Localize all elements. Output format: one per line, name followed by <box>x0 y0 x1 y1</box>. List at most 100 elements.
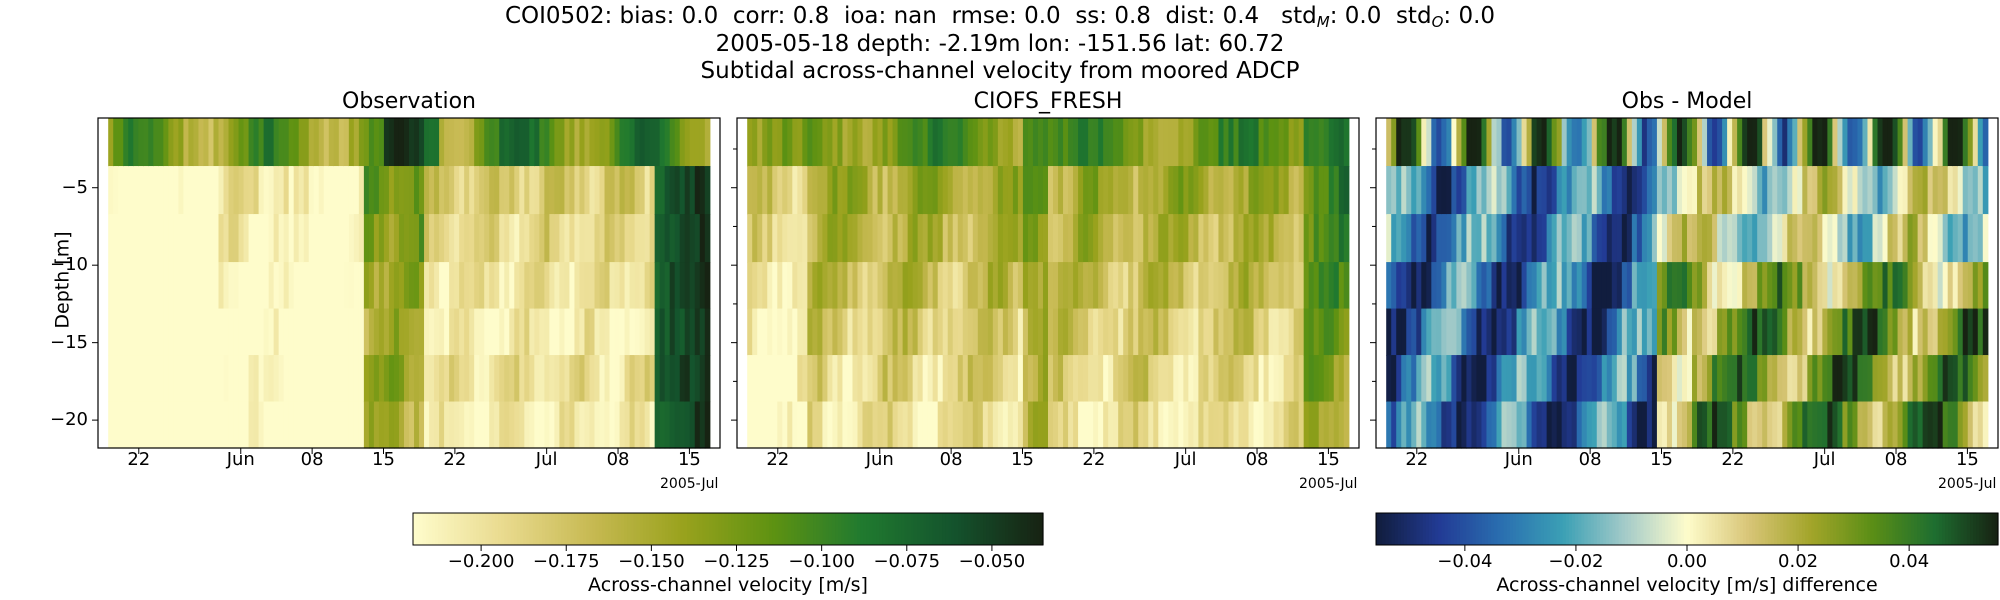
heatmap-cell <box>143 166 149 215</box>
heatmap-cell <box>907 118 914 167</box>
heatmap-cell <box>1666 118 1673 167</box>
heatmap-cell <box>1952 214 1959 263</box>
heatmap-cell <box>1037 118 1044 167</box>
heatmap-cell <box>253 401 260 449</box>
heatmap-cell <box>1098 262 1104 310</box>
heatmap-cell <box>1426 214 1432 263</box>
heatmap-cell <box>767 262 773 310</box>
heatmap-cell <box>1897 166 1904 215</box>
heatmap-cell <box>514 166 520 215</box>
heatmap-cell <box>1446 262 1452 310</box>
x-year-label: 2005-Jul <box>1938 476 1997 492</box>
heatmap-cell <box>1671 166 1678 215</box>
heatmap-cell <box>1666 166 1673 215</box>
heatmap-cell <box>133 118 139 167</box>
colorbar-step <box>627 513 631 545</box>
heatmap-cell <box>1223 308 1230 356</box>
heatmap-cell <box>218 308 225 356</box>
heatmap-cell <box>1386 214 1392 263</box>
heatmap-cell <box>1977 308 1984 356</box>
colorbar-step <box>1487 513 1492 545</box>
heatmap-cell <box>549 214 555 263</box>
heatmap-cell <box>847 355 854 403</box>
heatmap-cell <box>1962 355 1969 403</box>
heatmap-cell <box>624 214 631 263</box>
colorbar-step <box>1845 513 1850 545</box>
heatmap-cell <box>1017 214 1024 263</box>
colorbar-step <box>838 513 842 545</box>
heatmap-cell <box>1762 214 1768 263</box>
heatmap-cell <box>574 118 581 167</box>
heatmap-cell <box>1308 401 1315 449</box>
heatmap-cell <box>1243 118 1250 167</box>
colorbar-step <box>1690 513 1694 545</box>
colorbar-step <box>532 513 537 545</box>
heatmap-cell <box>113 118 119 167</box>
heatmap-cell <box>1877 118 1884 167</box>
heatmap-cell <box>807 401 813 449</box>
heatmap-cell <box>1892 355 1899 403</box>
heatmap-cell <box>559 355 566 403</box>
heatmap-cell <box>1591 355 1598 403</box>
heatmap-cell <box>388 214 395 263</box>
heatmap-cell <box>947 355 954 403</box>
heatmap-cell <box>203 166 210 215</box>
std-obs-label: std <box>1395 3 1432 29</box>
heatmap-cell <box>1827 166 1833 215</box>
heatmap-cell <box>1606 166 1613 215</box>
heatmap-cell <box>817 401 823 449</box>
colorbar-step <box>1683 513 1688 545</box>
heatmap-cell <box>414 214 420 263</box>
heatmap-cell <box>1882 262 1889 310</box>
heatmap-cell <box>1977 166 1984 215</box>
heatmap-cell <box>1712 262 1718 310</box>
colorbar-step <box>1914 513 1918 545</box>
heatmap-cell <box>459 166 465 215</box>
heatmap-cell <box>822 262 829 310</box>
heatmap-cell <box>1318 308 1325 356</box>
heatmap-cell <box>1098 401 1104 449</box>
heatmap-cell <box>248 308 255 356</box>
heatmap-cell <box>158 401 164 449</box>
colorbar-step <box>435 513 439 545</box>
heatmap-cell <box>424 355 430 403</box>
heatmap-cell <box>1561 308 1568 356</box>
heatmap-cell <box>298 401 305 449</box>
heatmap-cell <box>444 401 450 449</box>
heatmap-cell <box>907 262 914 310</box>
heatmap-cell <box>1401 401 1407 449</box>
heatmap-cell <box>243 118 250 167</box>
heatmap-cell <box>787 355 793 403</box>
heatmap-cell <box>1313 166 1320 215</box>
heatmap-cell <box>1551 214 1558 263</box>
heatmap-cell <box>1596 401 1603 449</box>
heatmap-cell <box>1391 118 1397 167</box>
heatmap-cell <box>1837 262 1844 310</box>
heatmap-cell <box>173 308 179 356</box>
heatmap-cell <box>757 308 763 356</box>
heatmap-cell <box>609 355 616 403</box>
heatmap-cell <box>947 166 954 215</box>
heatmap-cell <box>1912 118 1919 167</box>
heatmap-cell <box>243 214 250 263</box>
heatmap-cell <box>1002 308 1009 356</box>
heatmap-cell <box>474 308 480 356</box>
heatmap-cell <box>1656 166 1663 215</box>
heatmap-cell <box>1481 401 1488 449</box>
heatmap-cell <box>579 355 586 403</box>
heatmap-cell <box>1456 118 1462 167</box>
heatmap-cell <box>1203 308 1210 356</box>
heatmap-cell <box>659 166 666 215</box>
heatmap-cell <box>1243 166 1250 215</box>
colorbar-step <box>869 513 874 545</box>
heatmap-cell <box>148 166 154 215</box>
heatmap-cell <box>1416 308 1422 356</box>
heatmap-cell <box>1193 262 1199 310</box>
heatmap-cell <box>674 308 681 356</box>
heatmap-cell <box>1058 308 1064 356</box>
heatmap-cell <box>614 118 621 167</box>
heatmap-cell <box>1108 214 1114 263</box>
heatmap-cell <box>1631 118 1638 167</box>
heatmap-cell <box>509 262 515 310</box>
heatmap-cell <box>499 355 505 403</box>
